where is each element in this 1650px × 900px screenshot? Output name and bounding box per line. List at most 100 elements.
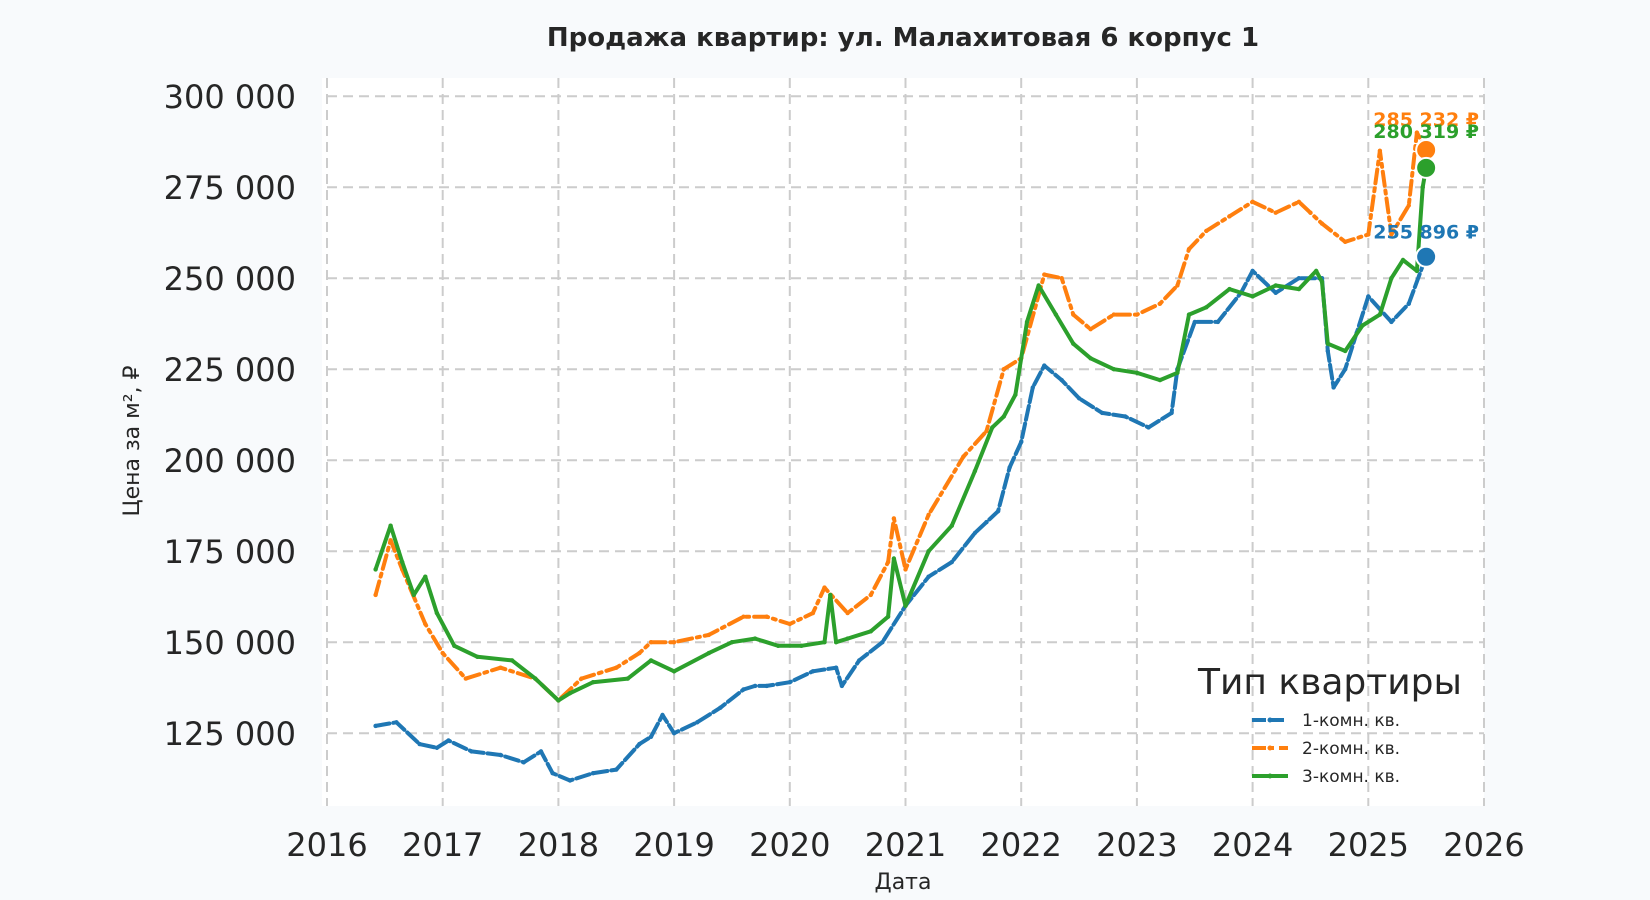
- data-point: [1111, 312, 1117, 317]
- data-point: [417, 741, 422, 747]
- y-tick-label: 250 000: [164, 260, 296, 298]
- data-point: [1366, 294, 1371, 299]
- y-tick-label: 200 000: [164, 442, 296, 480]
- data-point: [567, 691, 573, 696]
- data-point: [590, 680, 596, 685]
- data-point: [1366, 232, 1371, 237]
- data-point: [949, 523, 954, 528]
- x-tick-label: 2016: [286, 826, 367, 864]
- data-point: [1088, 356, 1093, 361]
- data-point: [1273, 210, 1278, 215]
- data-point: [799, 643, 804, 648]
- y-tick-label: 225 000: [164, 351, 296, 389]
- data-point: [1400, 257, 1406, 263]
- legend-label: 2-комн. кв.: [1302, 739, 1400, 759]
- data-point: [579, 676, 584, 681]
- endpoint-label: 255 896 ₽: [1373, 222, 1479, 244]
- data-point: [729, 640, 735, 645]
- data-point: [498, 665, 503, 670]
- data-point: [1186, 312, 1192, 317]
- y-axis-label: Цена за м², ₽: [120, 365, 145, 516]
- data-point: [1377, 312, 1383, 317]
- y-tick-label: 300 000: [164, 78, 296, 116]
- data-point: [556, 698, 561, 703]
- data-point: [1001, 367, 1006, 372]
- data-point: [1414, 268, 1420, 274]
- data-point: [706, 632, 711, 638]
- data-point: [373, 723, 378, 729]
- data-point: [995, 509, 1001, 514]
- data-point: [695, 720, 700, 725]
- data-point: [533, 676, 538, 681]
- data-point: [1273, 290, 1278, 295]
- data-point: [972, 468, 978, 474]
- data-point: [1406, 203, 1412, 208]
- data-point: [1019, 439, 1024, 445]
- endpoint-marker: [1415, 245, 1438, 268]
- data-point: [845, 636, 850, 641]
- endpoint-label: 280 319 ₽: [1373, 121, 1479, 143]
- legend-marker: [1267, 773, 1273, 779]
- data-point: [833, 665, 839, 670]
- data-point: [637, 650, 642, 656]
- data-point: [1175, 370, 1180, 375]
- chart-title: Продажа квартир: ул. Малахитовая 6 корпу…: [547, 23, 1259, 53]
- data-point: [1134, 312, 1140, 317]
- data-point: [787, 680, 792, 685]
- data-point: [567, 778, 573, 783]
- data-point: [1111, 367, 1117, 372]
- data-point: [373, 592, 378, 598]
- series-line-1k: [373, 254, 1429, 783]
- data-point: [1420, 185, 1425, 190]
- legend-marker: [1267, 717, 1273, 723]
- data-point: [1325, 341, 1331, 346]
- data-point: [671, 731, 677, 736]
- data-point: [637, 741, 642, 747]
- data-point: [1227, 214, 1232, 219]
- data-point: [1250, 294, 1255, 299]
- data-point: [423, 574, 428, 579]
- data-point: [706, 650, 711, 656]
- data-point: [1406, 301, 1412, 306]
- x-axis-label: Дата: [875, 870, 932, 895]
- data-point: [1389, 319, 1394, 325]
- data-point: [538, 749, 544, 754]
- x-tick-label: 2021: [865, 826, 946, 864]
- data-point: [1024, 319, 1030, 325]
- legend-label: 3-комн. кв.: [1302, 767, 1400, 787]
- y-tick-label: 150 000: [164, 624, 296, 662]
- data-point: [1030, 385, 1036, 390]
- data-point: [625, 676, 630, 681]
- data-point: [1296, 276, 1302, 281]
- data-point: [1175, 283, 1180, 288]
- data-point: [885, 559, 891, 565]
- data-point: [1343, 239, 1348, 244]
- data-point: [1169, 410, 1174, 416]
- x-tick-label: 2024: [1212, 826, 1293, 864]
- y-tick-label: 175 000: [164, 533, 296, 571]
- data-point: [463, 676, 468, 681]
- data-point: [1186, 246, 1192, 252]
- data-point: [1308, 210, 1313, 215]
- data-point: [1157, 301, 1163, 306]
- data-point: [868, 629, 873, 634]
- data-point: [1053, 312, 1059, 317]
- data-point: [880, 640, 885, 645]
- data-point: [857, 658, 862, 663]
- data-point: [741, 614, 746, 619]
- data-point: [1389, 276, 1394, 281]
- data-point: [1331, 385, 1336, 390]
- data-point: [984, 428, 989, 434]
- data-point: [833, 640, 839, 645]
- data-point: [498, 752, 503, 758]
- data-point: [845, 610, 850, 616]
- plot-background: [322, 78, 1484, 806]
- data-point: [926, 574, 931, 579]
- data-point: [1360, 323, 1365, 328]
- data-point: [1296, 199, 1302, 204]
- data-point: [1204, 228, 1209, 234]
- data-point: [810, 669, 816, 674]
- data-point: [1414, 130, 1420, 135]
